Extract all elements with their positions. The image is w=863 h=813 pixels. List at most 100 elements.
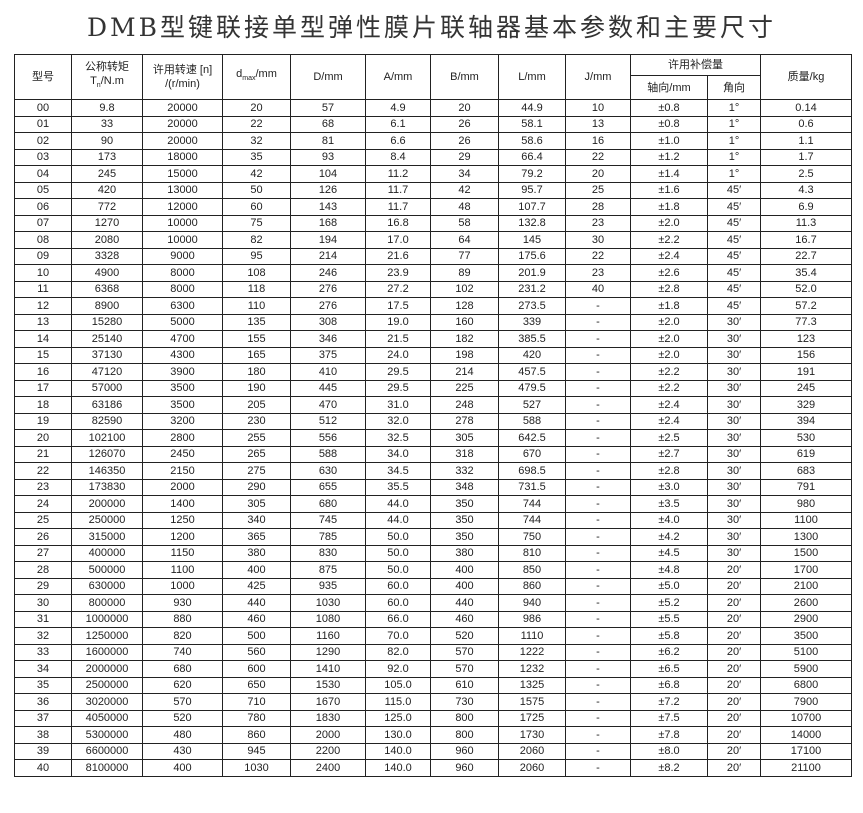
table-row: 10 4900 8000 108 246 23.9 89 201.9 23 ±2.6 45′ 35.4 bbox=[14, 264, 852, 282]
table-cell: 30′ bbox=[707, 511, 761, 529]
table-cell: 200000 bbox=[71, 495, 143, 513]
table-cell: 05 bbox=[14, 181, 72, 199]
table-cell: 265 bbox=[222, 445, 291, 463]
table-cell: ±5.2 bbox=[630, 594, 708, 612]
table-cell: 530 bbox=[760, 429, 852, 447]
table-cell: 875 bbox=[290, 561, 366, 579]
table-cell: 820 bbox=[142, 627, 223, 645]
table-row: 28 500000 1100 400 875 50.0 400 850- ±4.8 20′ 1700 bbox=[14, 561, 852, 579]
table-cell: 315000 bbox=[71, 528, 143, 546]
table-cell: 23 bbox=[565, 214, 631, 232]
table-cell: 986 bbox=[498, 610, 566, 628]
table-cell: 20′ bbox=[707, 759, 761, 777]
page-title: DMB型键联接单型弹性膜片联轴器基本参数和主要尺寸 bbox=[86, 13, 777, 42]
table-cell: 225 bbox=[430, 379, 499, 397]
table-cell: - bbox=[565, 726, 631, 744]
table-cell: 810 bbox=[498, 544, 566, 562]
table-cell: 201.9 bbox=[498, 264, 566, 282]
table-cell: 19 bbox=[14, 412, 72, 430]
table-cell: 25140 bbox=[71, 330, 143, 348]
table-cell: 8900 bbox=[71, 297, 143, 315]
table-row: 39 6600000 430 945 2200 140.0 960 2060- ±8.0 20′ 1… bbox=[14, 742, 852, 760]
table-cell: 156 bbox=[760, 346, 852, 364]
table-cell: 800 bbox=[430, 709, 499, 727]
table-cell: 1530 bbox=[290, 676, 366, 694]
table-cell: 30′ bbox=[707, 363, 761, 381]
table-cell: 42 bbox=[430, 181, 499, 199]
table-cell: 125.0 bbox=[365, 709, 431, 727]
table-cell: 24.0 bbox=[365, 346, 431, 364]
table-row: 02 90 20000 32 81 6.6 26 58.6 16 ±1.0 1° 1.1 bbox=[14, 132, 852, 150]
table-cell: 800000 bbox=[71, 594, 143, 612]
table-cell: 935 bbox=[290, 577, 366, 595]
table-cell: 173830 bbox=[71, 478, 143, 496]
table-cell: 0.14 bbox=[760, 99, 852, 117]
table-cell: ±1.2 bbox=[630, 148, 708, 166]
table-cell: ±4.5 bbox=[630, 544, 708, 562]
table-cell: 6.1 bbox=[365, 115, 431, 133]
table-cell: 130.0 bbox=[365, 726, 431, 744]
table-cell: 2900 bbox=[760, 610, 852, 628]
table-cell: 980 bbox=[760, 495, 852, 513]
table-cell: 744 bbox=[498, 495, 566, 513]
table-cell: 23 bbox=[14, 478, 72, 496]
table-cell: ±6.2 bbox=[630, 643, 708, 661]
table-cell: 105.0 bbox=[365, 676, 431, 694]
table-row: 23 173830 2000 290 655 35.5 348 731.5- ±3.0 30′ 79… bbox=[14, 478, 852, 496]
table-cell: - bbox=[565, 313, 631, 331]
table-cell: 16 bbox=[14, 363, 72, 381]
table-cell: 30′ bbox=[707, 429, 761, 447]
table-cell: 350 bbox=[430, 495, 499, 513]
table-cell: 394 bbox=[760, 412, 852, 430]
table-cell: 400000 bbox=[71, 544, 143, 562]
table-cell: 45′ bbox=[707, 297, 761, 315]
table-cell: 860 bbox=[498, 577, 566, 595]
table-row: 12 8900 6300 110 276 17.5 128 273.5- ±1.8 45′ 57.2 bbox=[14, 297, 852, 315]
table-cell: 588 bbox=[498, 412, 566, 430]
table-cell: 58 bbox=[430, 214, 499, 232]
table-cell: 420 bbox=[498, 346, 566, 364]
table-row: 01 33 20000 22 68 6.1 26 58.1 13 ±0.8 1° 0.6 bbox=[14, 115, 852, 133]
table-cell: 2060 bbox=[498, 742, 566, 760]
table-cell: 780 bbox=[222, 709, 291, 727]
table-cell: 750 bbox=[498, 528, 566, 546]
table-cell: 28 bbox=[565, 198, 631, 216]
table-cell: 27 bbox=[14, 544, 72, 562]
table-cell: 110 bbox=[222, 297, 291, 315]
header-angular: 角向 bbox=[707, 75, 761, 100]
table-cell: 17 bbox=[14, 379, 72, 397]
table-cell: - bbox=[565, 561, 631, 579]
table-cell: 1725 bbox=[498, 709, 566, 727]
table-cell: 1700 bbox=[760, 561, 852, 579]
table-cell: - bbox=[565, 709, 631, 727]
table-cell: 308 bbox=[290, 313, 366, 331]
table-cell: 588 bbox=[290, 445, 366, 463]
table-cell: 830 bbox=[290, 544, 366, 562]
table-cell: 1290 bbox=[290, 643, 366, 661]
table-cell: 1150 bbox=[142, 544, 223, 562]
table-cell: 180 bbox=[222, 363, 291, 381]
table-row: 36 3020000 570 710 1670 115.0 730 1575- ±7.2 20′ 7… bbox=[14, 693, 852, 711]
table-cell: 20′ bbox=[707, 594, 761, 612]
table-row: 27 400000 1150 380 830 50.0 380 810- ±4.5 30′ 1500 bbox=[14, 544, 852, 562]
table-cell: 16 bbox=[565, 132, 631, 150]
table-row: 29 630000 1000 425 935 60.0 400 860- ±5.0 20′ 2100 bbox=[14, 577, 852, 595]
table-cell: ±6.5 bbox=[630, 660, 708, 678]
table-cell: 460 bbox=[222, 610, 291, 628]
table-cell: 400 bbox=[142, 759, 223, 777]
table-cell: 13 bbox=[565, 115, 631, 133]
table-cell: - bbox=[565, 627, 631, 645]
table-cell: 155 bbox=[222, 330, 291, 348]
table-cell: 165 bbox=[222, 346, 291, 364]
table-cell: 45′ bbox=[707, 198, 761, 216]
table-cell: - bbox=[565, 742, 631, 760]
table-cell: 2450 bbox=[142, 445, 223, 463]
table-cell: 10000 bbox=[142, 231, 223, 249]
table-cell: 13 bbox=[14, 313, 72, 331]
table-cell: - bbox=[565, 478, 631, 496]
table-cell: 1.1 bbox=[760, 132, 852, 150]
table-cell: 128 bbox=[430, 297, 499, 315]
table-cell: 92.0 bbox=[365, 660, 431, 678]
table-cell: 31 bbox=[14, 610, 72, 628]
table-row: 19 82590 3200 230 512 32.0 278 588- ±2.4 30′ 394 bbox=[14, 412, 852, 430]
